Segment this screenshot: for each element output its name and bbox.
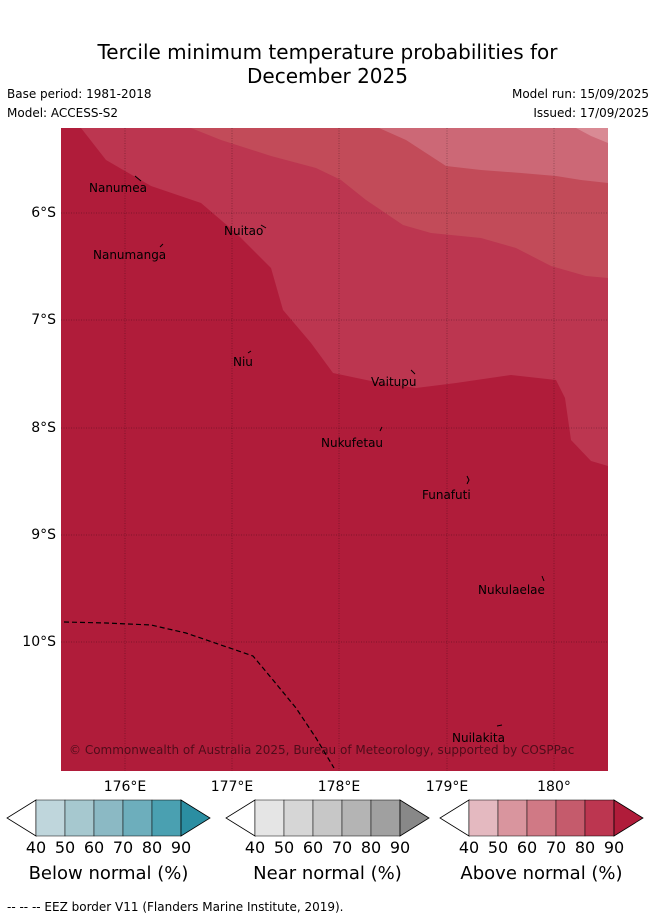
label-nanumea: Nanumea [89,181,147,195]
colorbar-under-extension [6,799,37,837]
colorbar-tick: 50 [487,838,509,857]
colorbar-tick: 50 [54,838,76,857]
copyright-notice: © Commonwealth of Australia 2025, Bureau… [69,743,574,757]
colorbar-above-normal [439,799,644,837]
colorbar-tick: 80 [574,838,596,857]
x-tick-177e: 177°E [210,779,254,795]
colorbar-label-near: Near normal (%) [253,863,402,884]
colorbar-over-extension [180,799,211,837]
colorbar-below-normal [6,799,211,837]
probability-map: Nanumea Nuitao Nanumanga Niu Vaitupu Nuk… [61,128,608,771]
colorbar-tick: 90 [170,838,192,857]
colorbar-tick: 90 [389,838,411,857]
colorbar-swatch [254,799,285,837]
colorbar-label-below: Below normal (%) [28,863,189,884]
eez-border [63,621,335,769]
label-nukufetau: Nukufetau [321,436,383,450]
colorbar-over-extension [613,799,644,837]
x-tick-180: 180° [537,779,571,795]
island-outlines [134,175,545,727]
colorbar-swatch [122,799,153,837]
colorbar-swatch [497,799,528,837]
x-tick-178e: 178°E [317,779,361,795]
gridlines [61,128,608,771]
map-title: Tercile minimum temperature probabilitie… [0,40,655,88]
colorbar-swatch [283,799,314,837]
colorbar-swatch [555,799,586,837]
colorbar-under-extension [439,799,470,837]
colorbar-tick: 60 [83,838,105,857]
colorbar-tick: 40 [244,838,266,857]
colorbar-over-extension [399,799,430,837]
colorbar-tick: 40 [25,838,47,857]
colorbar-under-extension [225,799,256,837]
x-tick-179e: 179°E [425,779,469,795]
label-nanumanga: Nanumanga [93,248,166,262]
region-above-60 [379,128,608,183]
x-tick-176e: 176°E [103,779,147,795]
label-nukulaelae: Nukulaelae [478,583,545,597]
colorbar-swatch [151,799,182,837]
colorbar-tick: 80 [141,838,163,857]
colorbar-swatch [370,799,401,837]
title-line-2: December 2025 [247,64,408,88]
colorbar-tick: 70 [331,838,353,857]
colorbar-swatch [93,799,124,837]
colorbar-tick: 60 [302,838,324,857]
issued-date: Issued: 17/09/2025 [533,106,649,120]
colorbar-tick: 70 [545,838,567,857]
label-vaitupu: Vaitupu [371,375,417,389]
eez-legend-note: -- -- -- EEZ border V11 (Flanders Marine… [7,900,344,914]
colorbar-swatch [468,799,499,837]
model-name: Model: ACCESS-S2 [7,106,119,120]
label-niu: Niu [233,355,253,369]
colorbar-tick: 80 [360,838,382,857]
y-tick-10s: 10°S [22,634,56,650]
colorbar-tick: 60 [516,838,538,857]
label-nuitao: Nuitao [224,224,263,238]
label-funafuti: Funafuti [422,488,471,502]
colorbar-tick: 50 [273,838,295,857]
colorbar-tick: 90 [603,838,625,857]
colorbar-near-normal [225,799,430,837]
label-nuilakita: Nuilakita [452,731,505,745]
colorbar-swatch [584,799,615,837]
colorbar-tick: 40 [458,838,480,857]
base-period: Base period: 1981-2018 [7,87,152,101]
region-above-50 [576,128,608,143]
colorbar-swatch [341,799,372,837]
colorbar-swatch [64,799,95,837]
y-tick-8s: 8°S [31,420,56,436]
colorbar-tick: 70 [112,838,134,857]
colorbar-swatch [526,799,557,837]
colorbar-label-above: Above normal (%) [460,863,623,884]
y-tick-7s: 7°S [31,312,56,328]
title-line-1: Tercile minimum temperature probabilitie… [97,40,558,64]
colorbar-swatch [312,799,343,837]
y-tick-6s: 6°S [31,205,56,221]
y-tick-9s: 9°S [31,527,56,543]
colorbar-swatch [35,799,66,837]
model-run: Model run: 15/09/2025 [511,87,649,101]
